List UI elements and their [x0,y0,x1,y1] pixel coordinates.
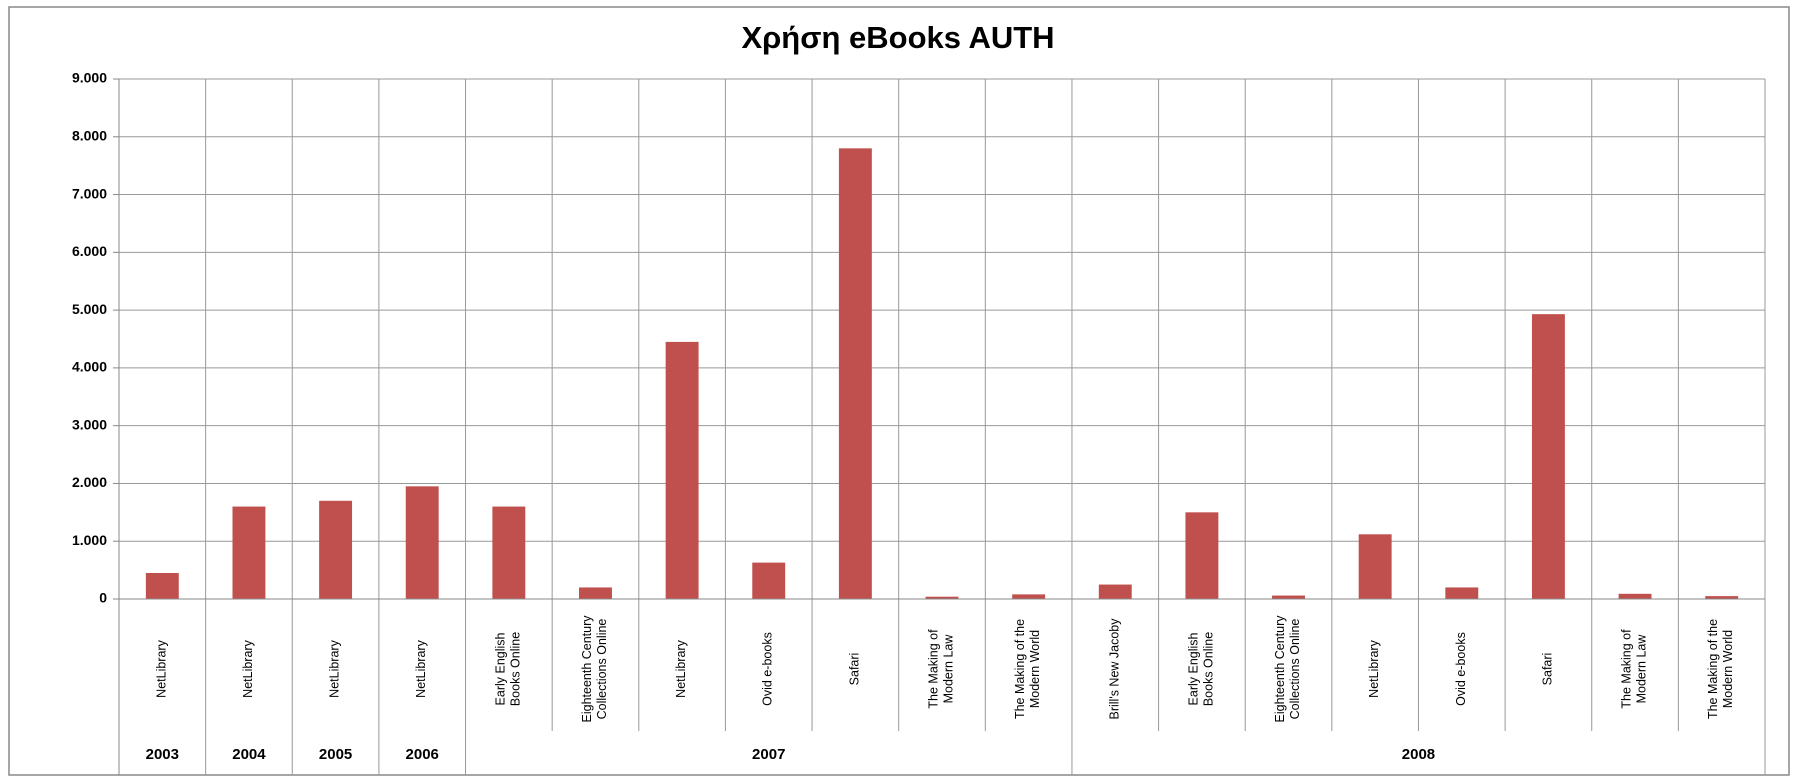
bar [1185,512,1219,599]
x-tick-label: Safari [848,653,862,686]
y-tick-label: 9.000 [72,70,107,86]
x-tick-label: The Making ofModern Law [927,629,956,709]
group-label: 2005 [319,746,352,763]
bar [579,587,612,599]
x-tick-label: Early EnglishBooks Online [494,632,523,706]
bar [492,506,526,599]
bar [232,506,266,599]
chart-border [8,6,1790,776]
x-tick-label: NetLibrary [155,639,169,697]
group-label: 2003 [146,746,179,763]
x-tick-label: The Making of theModern World [1706,619,1735,719]
y-tick-label: 3.000 [72,416,107,432]
bar [665,341,699,599]
y-tick-label: 2.000 [72,474,107,490]
bar [752,562,786,599]
bar [319,500,353,599]
x-tick-label: The Making of theModern World [1013,619,1042,719]
x-tick-label: NetLibrary [328,639,342,697]
y-tick-label: 4.000 [72,359,107,375]
y-tick-label: 1.000 [72,532,107,548]
bar [145,573,179,599]
y-tick-label: 7.000 [72,185,107,201]
y-tick-label: 0 [99,590,107,606]
bar [838,148,872,600]
x-tick-label: Eighteenth CenturyCollections Online [1273,615,1302,723]
group-label: 2007 [752,746,785,763]
bar [1098,584,1132,599]
x-tick-label: The Making ofModern Law [1620,629,1649,709]
group-label: 2008 [1402,746,1435,763]
x-tick-label: NetLibrary [415,639,429,697]
x-tick-label: Ovid e-books [1454,632,1468,706]
bar [1445,587,1479,599]
bar [1531,314,1565,599]
x-tick-label: NetLibrary [1367,639,1381,697]
bar [1272,595,1305,599]
x-tick-label: NetLibrary [241,639,255,697]
y-tick-label: 8.000 [72,127,107,143]
bar [1705,596,1739,599]
y-tick-label: 6.000 [72,243,107,259]
y-tick-label: 5.000 [72,301,107,317]
bar [405,486,439,599]
group-label: 2004 [232,746,266,763]
group-label: 2006 [406,746,439,763]
x-tick-label: Early EnglishBooks Online [1187,632,1216,706]
bar [1012,594,1046,599]
bar [1358,534,1392,599]
x-tick-label: Eighteenth CenturyCollections Online [580,615,609,723]
chart-title: Χρήση eBooks AUTH [741,20,1054,55]
x-tick-label: Brill's New Jacoby [1108,618,1122,720]
x-tick-label: Safari [1541,653,1555,686]
x-tick-label: Ovid e-books [761,632,775,706]
x-tick-label: NetLibrary [674,639,688,697]
bar [925,596,959,599]
bar [1618,593,1652,599]
